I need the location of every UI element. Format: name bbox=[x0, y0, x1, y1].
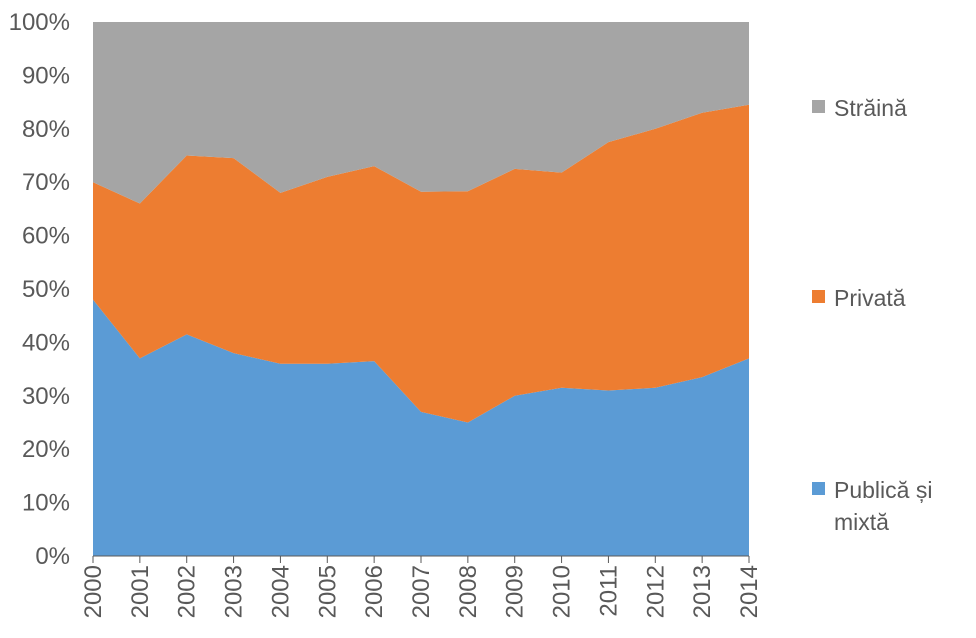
area-layer bbox=[93, 22, 749, 556]
legend-swatch-straina bbox=[812, 100, 825, 113]
legend-label-privata: Privată bbox=[834, 285, 906, 311]
y-tick-label: 40% bbox=[22, 329, 70, 356]
y-tick-label: 10% bbox=[22, 490, 70, 517]
x-tick-label: 2010 bbox=[549, 565, 576, 618]
x-tick-label: 2002 bbox=[174, 565, 201, 618]
y-tick-label: 0% bbox=[35, 543, 70, 570]
x-tick-label: 2007 bbox=[408, 565, 435, 618]
x-tick-label: 2011 bbox=[595, 565, 622, 617]
legend-item-privata: Privată bbox=[812, 282, 964, 314]
x-tick-label: 2009 bbox=[502, 565, 529, 618]
x-tick-label: 2013 bbox=[689, 565, 716, 618]
y-tick-label: 100% bbox=[9, 9, 70, 36]
x-tick-label: 2000 bbox=[80, 565, 107, 618]
x-tick-label: 2006 bbox=[361, 565, 388, 618]
y-tick-label: 80% bbox=[22, 116, 70, 143]
x-tick-label: 2014 bbox=[736, 565, 763, 618]
axes-layer bbox=[92, 555, 750, 563]
area-series-publica-si-mixta bbox=[93, 299, 749, 556]
x-tick-label: 2004 bbox=[267, 565, 294, 618]
legend-swatch-privata bbox=[812, 290, 825, 303]
legend-swatch-publica-si-mixta bbox=[812, 482, 825, 495]
y-tick-label: 20% bbox=[22, 436, 70, 463]
y-tick-label: 30% bbox=[22, 383, 70, 410]
tick-label-layer: 0% 10% 20% 30% 40% 50% 60% 70% 80% 90% 100% 2000 200… bbox=[9, 9, 763, 618]
y-tick-label: 90% bbox=[22, 62, 70, 89]
x-tick-label: 2001 bbox=[127, 565, 154, 618]
legend-item-publica-si-mixta: Publică și mixtă bbox=[812, 474, 964, 538]
legend-label-publica-si-mixta: Publică și mixtă bbox=[834, 477, 933, 535]
y-tick-label: 70% bbox=[22, 169, 70, 196]
legend-item-straina: Străină bbox=[812, 92, 964, 124]
area-series-straina bbox=[93, 22, 749, 204]
area-series-privata bbox=[93, 104, 749, 423]
x-tick-label: 2012 bbox=[642, 565, 669, 618]
y-tick-label: 50% bbox=[22, 276, 70, 303]
x-tick-label: 2008 bbox=[455, 565, 482, 618]
stacked-area-chart: 0% 10% 20% 30% 40% 50% 60% 70% 80% 90% 100% 2000 200… bbox=[9, 9, 763, 618]
y-tick-label: 60% bbox=[22, 223, 70, 250]
x-tick-label: 2003 bbox=[221, 565, 248, 618]
x-tick-label: 2005 bbox=[314, 565, 341, 618]
legend-label-straina: Străină bbox=[834, 95, 907, 121]
legend: Străină Privată Publică și mixtă bbox=[812, 0, 976, 638]
